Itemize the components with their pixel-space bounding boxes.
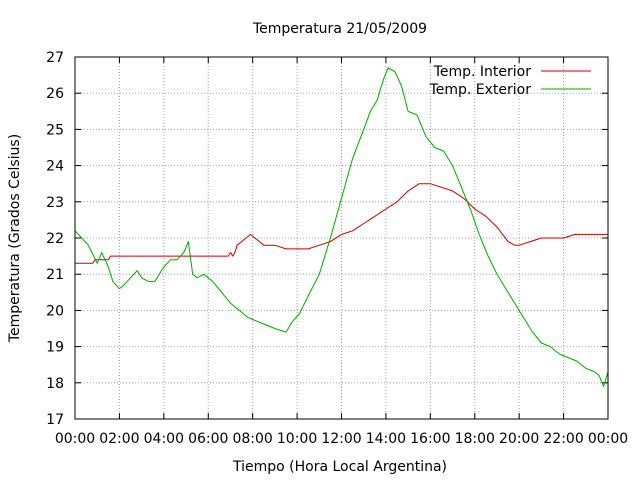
- y-tick-label: 20: [46, 303, 64, 319]
- x-tick-label: 12:00: [321, 431, 361, 447]
- y-tick-label: 18: [46, 376, 64, 392]
- legend-label-exterior: Temp. Exterior: [429, 82, 532, 98]
- x-tick-label: 14:00: [366, 431, 406, 447]
- plot-frame: [74, 56, 609, 420]
- x-tick-label: 00:00: [55, 431, 95, 447]
- y-tick-label: 26: [46, 86, 64, 102]
- x-tick-label: 18:00: [455, 431, 495, 447]
- x-tick-label: 16:00: [410, 431, 450, 447]
- y-tick-label: 24: [46, 159, 64, 175]
- x-tick-label: 04:00: [144, 431, 184, 447]
- x-tick-label: 02:00: [99, 431, 139, 447]
- y-axis-ticks: 17 18 19 20 21 22 23 24 25 26 27: [46, 50, 608, 428]
- x-axis-ticks: 00:00 02:00 04:00 06:00 08:00 10:00 12:00 14:00…: [55, 57, 628, 447]
- series-layer: [74, 67, 609, 387]
- x-tick-label: 20:00: [499, 431, 539, 447]
- y-tick-label: 27: [46, 50, 64, 66]
- x-tick-label: 08:00: [232, 431, 272, 447]
- x-tick-label: 10:00: [277, 431, 317, 447]
- y-tick-label: 19: [46, 340, 64, 356]
- y-axis-label: Temperatura (Grados Celsius): [7, 134, 23, 343]
- x-axis-label: Tiempo (Hora Local Argentina): [232, 459, 447, 475]
- chart-title: Temperatura 21/05/2009: [252, 21, 427, 37]
- y-tick-label: 17: [46, 412, 64, 428]
- grid-lines: [75, 57, 608, 419]
- y-tick-label: 25: [46, 122, 64, 138]
- x-tick-label: 06:00: [188, 431, 228, 447]
- x-tick-label: 22:00: [543, 431, 583, 447]
- x-tick-label: 00:00: [588, 431, 628, 447]
- series-line-interior: [75, 183, 608, 264]
- legend-label-interior: Temp. Interior: [433, 64, 532, 80]
- series-line-exterior: [74, 67, 609, 387]
- y-tick-label: 23: [46, 195, 64, 211]
- y-tick-label: 21: [46, 267, 64, 283]
- legend: Temp. Interior Temp. Exterior: [429, 64, 591, 98]
- y-tick-label: 22: [46, 231, 64, 247]
